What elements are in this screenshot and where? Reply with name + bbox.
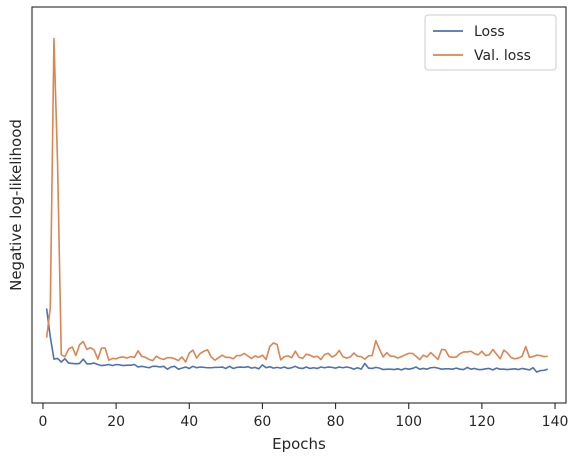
legend-label: Val. loss	[474, 48, 531, 64]
series-line-val-loss	[45, 37, 548, 363]
legend: Loss Val. loss	[424, 14, 557, 71]
x-tick-label: 140	[542, 414, 569, 430]
x-tick-label: 60	[254, 414, 272, 430]
x-tick-label: 0	[39, 414, 48, 430]
series-line-loss	[45, 308, 548, 373]
x-tick-label: 20	[107, 414, 125, 430]
series-layer	[45, 37, 548, 373]
legend-label: Loss	[474, 24, 505, 40]
x-axis-ticks: 0 20 40 60 80 100 120 140	[39, 403, 569, 430]
y-axis-label: Negative log-likelihood	[7, 119, 25, 291]
plot-frame	[31, 6, 567, 404]
x-tick-label: 120	[469, 414, 496, 430]
x-tick-label: 40	[180, 414, 198, 430]
x-tick-label: 80	[327, 414, 345, 430]
x-axis-label: Epochs	[272, 435, 326, 453]
legend-box	[424, 14, 557, 71]
x-tick-label: 100	[395, 414, 422, 430]
